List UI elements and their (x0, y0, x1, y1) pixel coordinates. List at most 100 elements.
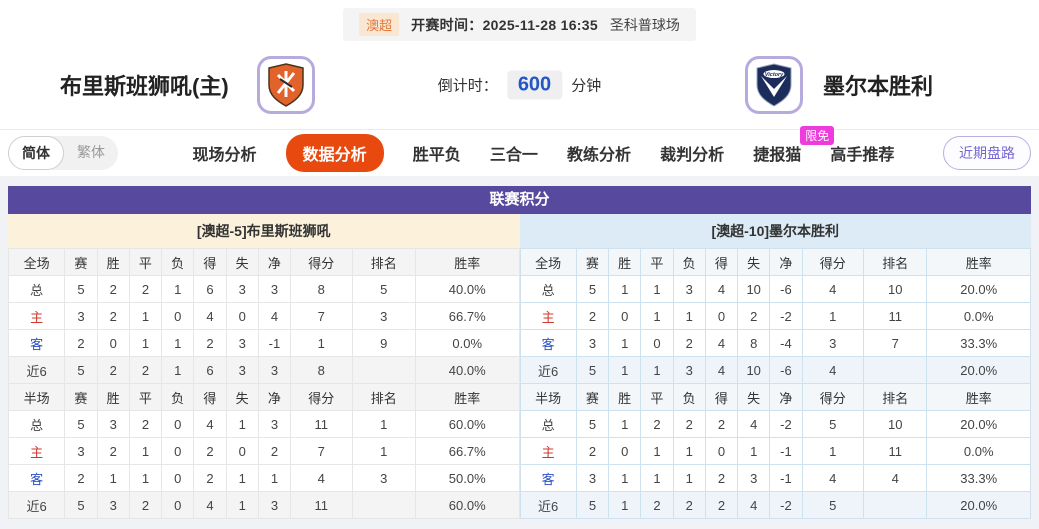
recent-odds-button[interactable]: 近期盘路 (943, 136, 1031, 170)
column-header: 负 (672, 383, 706, 411)
stat-cell: 11 (290, 491, 353, 519)
stat-cell: 1 (225, 410, 259, 438)
away-shield-icon: Victory (756, 63, 792, 107)
stat-cell: 1 (351, 437, 416, 465)
row-label: 主 (519, 437, 577, 465)
stat-cell: 2 (128, 491, 163, 519)
column-header: 净 (257, 383, 292, 411)
stat-cell: 1 (161, 275, 195, 303)
stat-cell: 1 (801, 437, 865, 465)
stat-cell: 50.0% (414, 464, 520, 492)
column-header: 得分 (801, 248, 865, 276)
table-row: 主 3 2 1 0 2 0 2 7 1 66.7% (7, 437, 520, 465)
table-row: 总 5 1 2 2 2 4 -2 5 10 20.0% (519, 410, 1031, 438)
stat-cell: 1 (640, 275, 674, 303)
row-label: 客 (519, 329, 577, 357)
home-team-logo (256, 56, 315, 114)
home-stats-table: 全场赛胜平负得失净得分 排名 胜率总 5 2 2 1 6 3 3 8 5 40.0% 主 3 2 1 0 4 0 4 7 3… (7, 248, 520, 519)
stat-cell: 8 (737, 329, 771, 357)
stat-cell: 0 (161, 302, 195, 330)
home-team-name: 布里斯班狮吼(主) (60, 74, 229, 99)
column-header: 负 (161, 383, 195, 411)
stat-cell: 0 (704, 302, 739, 330)
stat-cell: 1 (672, 464, 706, 492)
countdown-unit: 分钟 (571, 77, 602, 95)
column-header: 得分 (801, 383, 865, 411)
away-team-group: Victory 墨尔本胜利 (745, 56, 933, 114)
column-header: 胜 (608, 248, 642, 276)
stat-cell: 1 (128, 302, 163, 330)
stat-cell: 1 (128, 437, 163, 465)
stat-cell: 0 (161, 437, 195, 465)
row-label: 总 (519, 275, 577, 303)
nav-item-5[interactable]: 教练分析 (567, 147, 632, 164)
nav-item-1[interactable]: 现场分析 (192, 147, 257, 164)
column-header: 得分 (290, 248, 353, 276)
stat-cell: 1 (351, 410, 416, 438)
nav-item-7[interactable]: 捷报猫 限免 (753, 126, 835, 165)
stat-cell: 2 (257, 437, 292, 465)
stat-cell: 1 (257, 464, 292, 492)
stat-cell: 2 (128, 275, 163, 303)
stat-cell: 60.0% (414, 410, 520, 438)
column-header: 得 (704, 248, 739, 276)
table-row: 近6 5 1 2 2 2 4 -2 5 20.0% (519, 491, 1031, 519)
stat-cell: 1 (608, 329, 642, 357)
column-header: 排名 (862, 248, 928, 276)
stat-cell: 1 (161, 356, 195, 384)
column-header: 净 (769, 383, 803, 411)
countdown-value: 600 (506, 70, 563, 100)
stat-cell: 1 (161, 329, 195, 357)
stat-cell: 1 (225, 464, 259, 492)
match-header: 布里斯班狮吼(主) 倒计时： 600 分钟 Victory 墨尔本胜利 (0, 41, 1039, 129)
stat-cell: 1 (737, 437, 771, 465)
column-header: 胜 (96, 248, 130, 276)
stat-cell: -4 (769, 329, 803, 357)
lang-simplified-button[interactable]: 简体 (8, 136, 64, 170)
stat-cell: 7 (290, 302, 353, 330)
stat-cell: 1 (608, 464, 642, 492)
table-row: 总 5 1 1 3 4 10 -6 4 10 20.0% (519, 275, 1031, 303)
table-row: 主 3 2 1 0 4 0 4 7 3 66.7% (7, 302, 520, 330)
lang-traditional-button[interactable]: 繁体 (77, 144, 105, 160)
row-label: 总 (7, 410, 66, 438)
column-header: 胜率 (926, 248, 1031, 276)
stat-cell: 4 (290, 464, 353, 492)
stat-cell: 1 (608, 491, 642, 519)
nav-item-2[interactable]: 数据分析 (285, 134, 384, 172)
stat-cell: 10 (737, 275, 771, 303)
column-header: 排名 (862, 383, 928, 411)
team-subtitles: [澳超-5]布里斯班狮吼 [澳超-10]墨尔本胜利 (8, 214, 1031, 248)
nav-item-8[interactable]: 高手推荐 (830, 147, 895, 164)
column-header: 全场 (519, 248, 577, 276)
stat-cell: 2 (704, 491, 739, 519)
countdown-label: 倒计时： (437, 77, 498, 95)
table-row: 客 3 1 1 1 2 3 -1 4 4 33.3% (519, 464, 1031, 492)
away-stats-table: 全场赛胜平负得失净得分 排名 胜率总 5 1 1 3 4 10 -6 4 10 20.0% 主 2 0 1 1 0 2… (519, 248, 1032, 519)
stat-cell: 5 (64, 356, 98, 384)
column-header: 得分 (290, 383, 353, 411)
stat-cell: 1 (640, 464, 674, 492)
content-area: 联赛积分 [澳超-5]布里斯班狮吼 [澳超-10]墨尔本胜利 全场赛胜平负得失净… (0, 176, 1039, 529)
stat-cell: -6 (769, 275, 803, 303)
nav-item-4[interactable]: 三合一 (489, 147, 538, 164)
league-tag: 澳超 (359, 13, 400, 36)
stat-cell: 1 (672, 302, 706, 330)
nav-item-3[interactable]: 胜平负 (412, 147, 461, 164)
stat-cell: 0 (161, 410, 195, 438)
stat-cell: 2 (96, 356, 130, 384)
stat-cell: 5 (575, 275, 610, 303)
home-table-subtitle: [澳超-5]布里斯班狮吼 (8, 214, 520, 248)
row-label: 近6 (7, 491, 66, 519)
nav-item-6[interactable]: 裁判分析 (660, 147, 725, 164)
stat-cell: -1 (257, 329, 292, 357)
stat-cell: 11 (862, 437, 928, 465)
column-header: 平 (640, 248, 674, 276)
stat-cell: 0 (608, 302, 642, 330)
stat-cell: 1 (290, 329, 353, 357)
column-header: 失 (737, 383, 771, 411)
column-header: 平 (640, 383, 674, 411)
column-header: 排名 (351, 383, 416, 411)
stat-cell: 3 (257, 275, 292, 303)
stat-cell: 3 (96, 410, 130, 438)
